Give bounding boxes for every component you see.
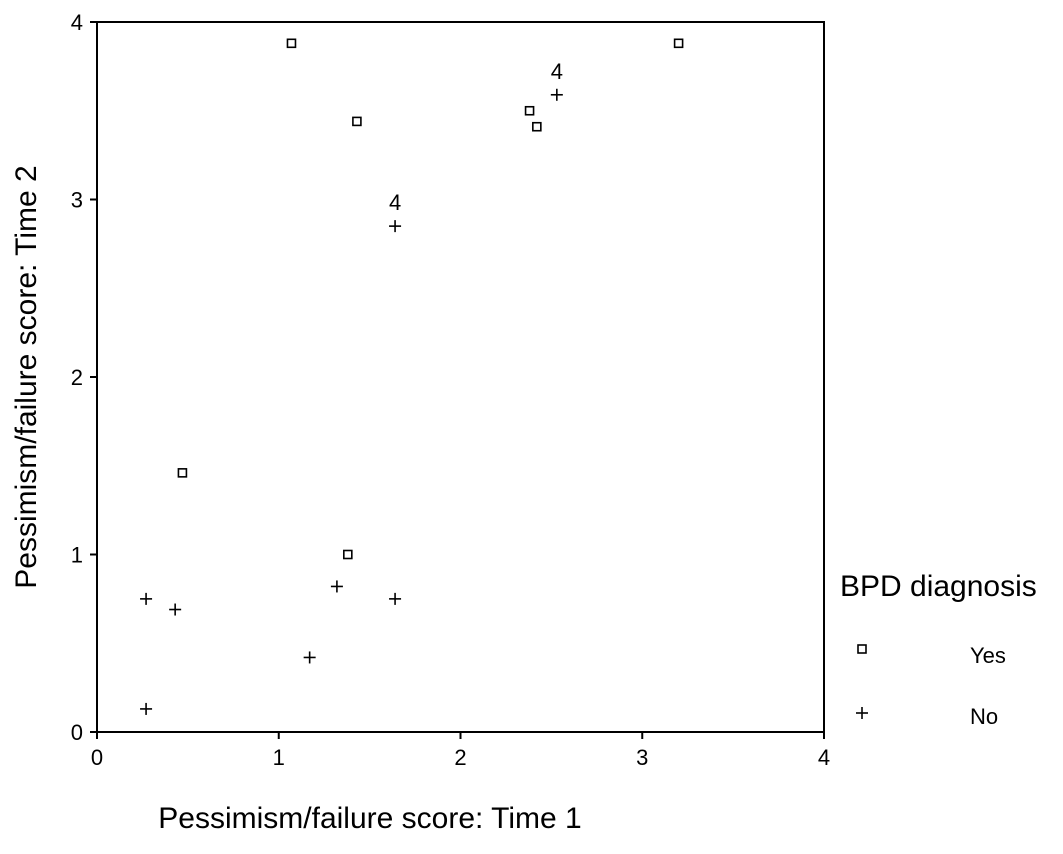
- x-axis-title: Pessimism/failure score: Time 1: [158, 802, 581, 835]
- point-yes: [177, 468, 188, 478]
- point-no: [140, 592, 153, 605]
- point-yes: [286, 38, 297, 49]
- legend-label-no: No: [970, 704, 998, 729]
- annotations: 44: [389, 59, 563, 215]
- axis-ticks: 0 1 2 3 4 0 1 2 3 4: [71, 10, 830, 770]
- point-yes: [343, 549, 353, 560]
- y-tick-label: 4: [71, 10, 83, 35]
- point-yes: [532, 121, 542, 132]
- point-count-label: 4: [389, 190, 401, 215]
- y-tick-label: 1: [71, 543, 83, 568]
- point-no: [550, 88, 563, 101]
- point-yes: [524, 105, 535, 116]
- point-no: [140, 702, 153, 715]
- y-tick-label: 2: [71, 365, 83, 390]
- legend-label-yes: Yes: [970, 643, 1006, 668]
- point-yes: [352, 116, 362, 127]
- point-no: [389, 592, 402, 605]
- legend-marker-no: [856, 707, 868, 719]
- y-tick-label: 0: [71, 720, 83, 745]
- point-no: [389, 220, 402, 233]
- legend-marker-yes: [857, 644, 867, 654]
- point-no: [303, 651, 316, 664]
- x-tick-label: 2: [454, 745, 466, 770]
- x-tick-label: 3: [636, 745, 648, 770]
- point-count-label: 4: [551, 59, 563, 84]
- point-no: [330, 580, 343, 593]
- point-yes: [673, 38, 684, 49]
- y-axis-title: Pessimism/failure score: Time 2: [10, 165, 43, 588]
- legend-title: BPD diagnosis: [840, 570, 1037, 603]
- x-tick-label: 1: [273, 745, 285, 770]
- data-points: [140, 38, 684, 715]
- x-tick-label: 0: [91, 745, 103, 770]
- point-no: [169, 603, 182, 616]
- legend: BPD diagnosis Yes No: [840, 570, 1037, 729]
- plot-frame: [96, 21, 825, 733]
- y-tick-label: 3: [71, 188, 83, 213]
- x-tick-label: 4: [818, 745, 830, 770]
